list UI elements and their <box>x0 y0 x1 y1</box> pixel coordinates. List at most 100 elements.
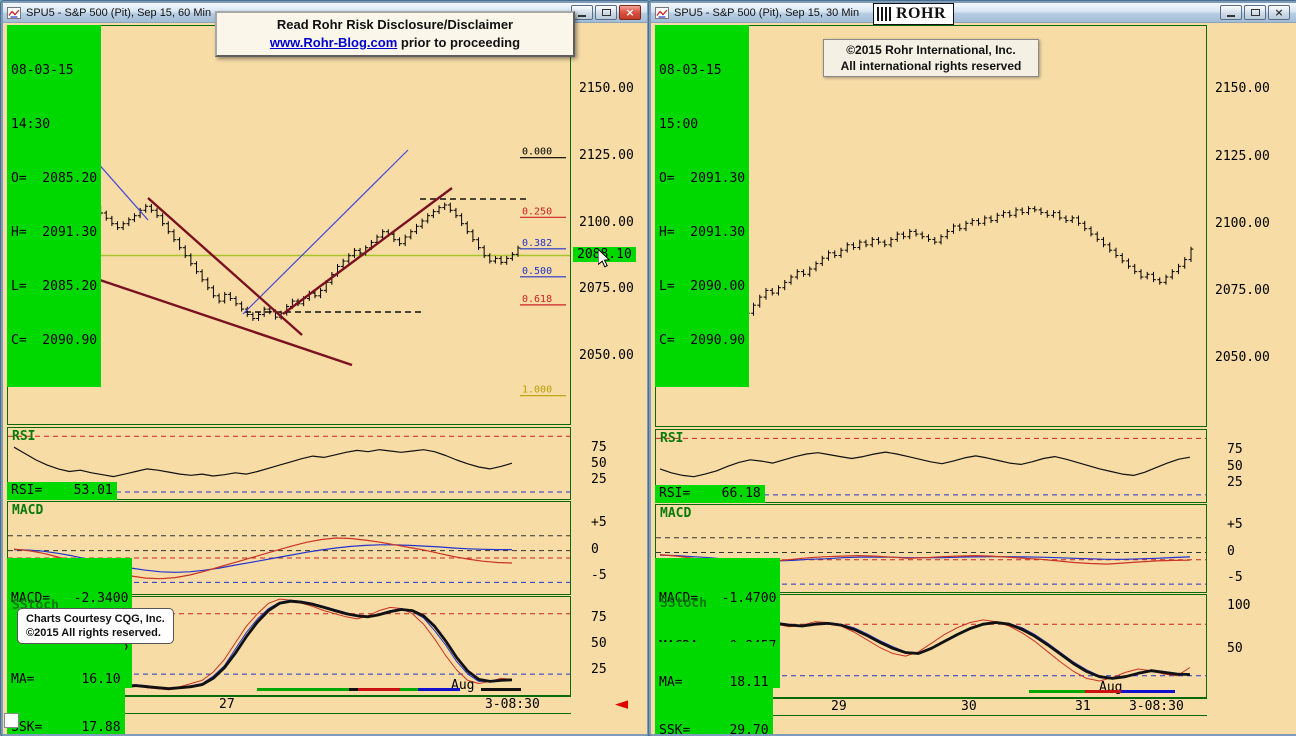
stoch-value-box: MA= 18.11 SSK= 29.70 SSD= 21.61 <box>655 642 773 734</box>
chart-client-area[interactable]: 08-03-15 15:00 O= 2091.30 H= 2091.30 L= … <box>651 23 1296 734</box>
stoch-value-box: MA= 16.10 SSK= 17.88 SSD= 16.49 <box>7 639 125 734</box>
price-tick-label: 2150.00 <box>1215 81 1270 97</box>
restore-button[interactable] <box>595 5 617 20</box>
info-date: 08-03-15 <box>11 63 74 78</box>
info-close: C= 2090.90 <box>11 333 98 348</box>
scroll-corner-box[interactable] <box>4 713 19 728</box>
stoch-ssk-value: SSK= 17.88 <box>11 720 121 734</box>
time-axis-strip <box>655 698 1207 716</box>
scale-tick-label: -5 <box>1227 569 1243 585</box>
axis-date-label: 27 <box>219 697 235 712</box>
session-strip-segment <box>358 688 400 691</box>
scale-tick-label: 75 <box>591 440 607 456</box>
info-time: 14:30 <box>11 117 51 132</box>
scale-tick-label: 50 <box>591 456 607 472</box>
ohlc-info-box: 08-03-15 14:30 O= 2085.20 H= 2091.30 L= … <box>7 25 102 387</box>
info-high: H= 2091.30 <box>11 225 98 240</box>
chart-window-60min[interactable]: SPU5 - S&P 500 (Pit), Sep 15, 60 Min × 0… <box>1 1 649 736</box>
maximize-icon <box>1250 9 1260 16</box>
fib-label: 0.500 <box>522 266 552 277</box>
info-open: O= 2085.20 <box>11 171 98 186</box>
app-icon <box>655 6 669 19</box>
axis-date-label: 3-08:30 <box>485 697 540 712</box>
fib-label: 0.250 <box>522 206 552 217</box>
maximize-button[interactable] <box>1244 5 1266 20</box>
price-tick-label: 2100.00 <box>1215 215 1270 231</box>
scale-tick-label: 25 <box>1227 474 1243 490</box>
disclaimer-line2: www.Rohr-Blog.com prior to proceeding <box>227 34 563 52</box>
price-tick-label: 2050.00 <box>1215 349 1270 365</box>
info-high: H= 2091.30 <box>659 225 746 240</box>
scroll-arrow-icon[interactable]: ◄ <box>615 694 629 714</box>
copyright-line1: ©2015 Rohr International, Inc. <box>846 43 1016 57</box>
axis-date-label: 29 <box>831 699 847 714</box>
scale-tick-label: 75 <box>591 609 607 625</box>
minimize-button[interactable] <box>1220 5 1242 20</box>
cqg-credit-box: Charts Courtesy CQG, Inc. ©2015 All righ… <box>17 608 174 644</box>
rohr-blog-link[interactable]: www.Rohr-Blog.com <box>269 35 398 50</box>
chart-client-area[interactable]: 0.000 0.250 0.382 0.500 0.618 1.000 08-03-15 … <box>3 23 647 734</box>
macd-panel-label: MACD <box>660 506 692 521</box>
credit-line1: Charts Courtesy CQG, Inc. <box>26 613 165 625</box>
titlebar[interactable]: SPU5 - S&P 500 (Pit), Sep 15, 30 Min × <box>651 3 1296 23</box>
price-panel[interactable]: 0.000 0.250 0.382 0.500 0.618 1.000 <box>7 25 571 425</box>
restore-icon <box>601 9 611 16</box>
macd-value: MACD= -2.3400 <box>11 591 129 606</box>
macd-value: MACD= -1.4700 <box>659 591 777 606</box>
scale-tick-label: 0 <box>591 541 599 557</box>
ohlc-info-box: 08-03-15 15:00 O= 2091.30 H= 2091.30 L= … <box>655 25 750 387</box>
session-strip-segment <box>481 688 521 691</box>
scale-tick-label: 0 <box>1227 543 1235 559</box>
axis-month-label: Aug <box>1099 680 1123 695</box>
scale-tick-label: -5 <box>591 568 607 584</box>
session-strip-segment <box>349 688 358 691</box>
stoch-panel-label: SStoch <box>660 596 707 611</box>
price-tick-label: 2150.00 <box>579 81 634 97</box>
rohr-copyright-box: ©2015 Rohr International, Inc. All inter… <box>823 39 1039 77</box>
close-button[interactable]: × <box>1268 5 1290 20</box>
rsi-panel-label: RSI <box>660 431 684 446</box>
info-open: O= 2091.30 <box>659 171 746 186</box>
info-close: C= 2090.90 <box>659 333 746 348</box>
window-title: SPU5 - S&P 500 (Pit), Sep 15, 60 Min <box>26 6 212 19</box>
scale-tick-label: 25 <box>591 662 607 677</box>
session-strip-segment <box>400 688 418 691</box>
mouse-cursor <box>598 249 611 268</box>
rohr-logo-bars-icon <box>877 7 893 21</box>
disclaimer-suffix: prior to proceeding <box>397 35 521 50</box>
window-title: SPU5 - S&P 500 (Pit), Sep 15, 30 Min <box>674 6 860 19</box>
axis-month-label: Aug <box>451 678 475 693</box>
fib-label: 1.000 <box>522 385 552 396</box>
macd-panel-label: MACD <box>12 503 44 518</box>
price-tick-label: 2075.00 <box>579 281 634 297</box>
disclaimer-line1: Read Rohr Risk Disclosure/Disclaimer <box>276 17 514 32</box>
stoch-ma-value: MA= 18.11 <box>659 675 769 690</box>
credit-line2: ©2015 All rights reserved. <box>26 627 161 639</box>
window-controls: × <box>1220 5 1292 20</box>
rsi-panel-label: RSI <box>12 429 36 444</box>
copyright-line2: All international rights reserved <box>840 59 1022 73</box>
window-controls: × <box>571 5 643 20</box>
minimize-icon <box>578 15 586 17</box>
close-button[interactable]: × <box>619 5 641 20</box>
info-low: L= 2085.20 <box>11 279 98 294</box>
minimize-icon <box>1227 15 1235 17</box>
scale-tick-label: 50 <box>1227 641 1243 656</box>
rohr-logo-text: ROHR <box>896 5 946 22</box>
risk-disclaimer-note[interactable]: Read Rohr Risk Disclosure/Disclaimer www… <box>215 11 575 57</box>
time-axis-strip <box>7 696 571 714</box>
rsi-value-box: RSI= 66.18 <box>655 485 765 503</box>
scale-tick-label: +5 <box>591 515 607 531</box>
stoch-ssk-value: SSK= 29.70 <box>659 723 769 734</box>
scale-tick-label: 50 <box>591 636 607 651</box>
session-strip-segment <box>1029 690 1085 693</box>
session-strip-segment <box>1121 690 1175 693</box>
scale-tick-label: +5 <box>1227 517 1243 533</box>
info-low: L= 2090.00 <box>659 279 746 294</box>
price-tick-label: 2125.00 <box>1215 148 1270 164</box>
rsi-value-box: RSI= 53.01 <box>7 482 117 500</box>
scale-tick-label: 25 <box>591 472 607 488</box>
chart-window-30min[interactable]: SPU5 - S&P 500 (Pit), Sep 15, 30 Min × R… <box>649 1 1296 736</box>
axis-date-label: 30 <box>961 699 977 714</box>
